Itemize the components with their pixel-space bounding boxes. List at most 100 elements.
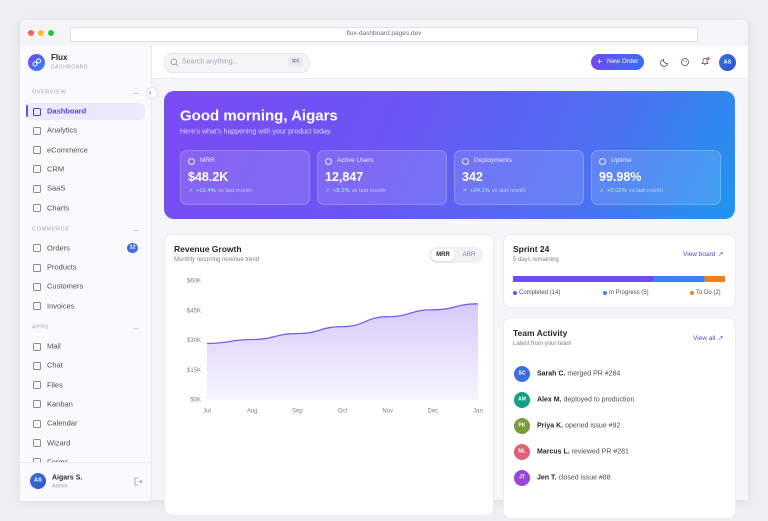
logout-icon[interactable] [134, 477, 143, 486]
brand-sub: DASHBOARD [51, 64, 89, 70]
nav-section-title: COMMERCE [32, 226, 70, 233]
new-order-button[interactable] [591, 54, 644, 70]
topbar-avatar-initials: AS [723, 58, 732, 65]
stat-arrow: ↗ [462, 187, 467, 194]
legend-dot [603, 291, 607, 295]
nav-item-label[interactable]: Files [47, 379, 63, 389]
activity-avatar [514, 392, 530, 408]
nav-item-label[interactable]: Charts [47, 202, 70, 212]
nav-item-hit[interactable] [26, 338, 145, 355]
nav-item-hit[interactable] [26, 357, 145, 374]
palette-button[interactable] [680, 57, 690, 67]
nav-item-hit[interactable] [26, 259, 145, 276]
legend-dot [690, 291, 694, 295]
window-minimize[interactable] [38, 30, 44, 36]
nav-item-label[interactable]: Customers [47, 281, 84, 291]
nav-item-label[interactable]: eCommerce [47, 144, 88, 154]
activity-initials: AM [518, 396, 526, 403]
window-close[interactable] [28, 30, 34, 36]
nav-item-label[interactable]: Wizard [47, 437, 71, 447]
nav-item-label[interactable]: Calendar [47, 418, 78, 428]
stat-period: vs last month [351, 187, 386, 194]
y-tick-label: $30K [187, 338, 201, 344]
nav-item-label[interactable]: Invoices [47, 300, 75, 310]
activity-avatar [514, 418, 530, 434]
hero-subtitle: Here's what's happening with your produc… [180, 128, 332, 135]
search-box[interactable] [164, 53, 310, 73]
notifications-button[interactable] [700, 56, 711, 67]
y-tick-label: $60K [187, 279, 201, 285]
topbar-avatar[interactable] [719, 54, 736, 71]
activity-initials: SC [518, 370, 526, 377]
theme-toggle[interactable] [660, 57, 670, 67]
legend-label: To Do (2) [696, 290, 721, 296]
nav-item-label[interactable]: Analytics [47, 125, 78, 135]
nav-icon [33, 263, 41, 272]
stat-value: 99.98% [599, 169, 642, 184]
nav-item-label[interactable]: Forms [47, 457, 69, 462]
url-text: flux-dashboard.pages.dev [346, 29, 422, 37]
sprint-title: Sprint 24 [513, 243, 550, 254]
view-all-link[interactable]: View all [693, 334, 716, 342]
url-bar[interactable] [70, 27, 698, 42]
view-board-link[interactable]: View board [683, 250, 716, 258]
user-panel [20, 462, 151, 501]
nav-item-hit[interactable] [26, 160, 145, 177]
nav-item-label[interactable]: SaaS [47, 183, 66, 193]
nav-item-label[interactable]: CRM [47, 164, 65, 174]
stat-change: +24.1% [470, 187, 490, 194]
collapse-button[interactable] [146, 87, 158, 99]
sidebar [20, 46, 152, 500]
toggle-option[interactable]: MRR [436, 252, 450, 258]
sidebar-nav: OVERVIEW Dashboard Analytics eCommerce CRM Sa… [20, 80, 151, 462]
toggle-option[interactable]: ARR [462, 252, 476, 258]
activity-action: opened issue #92 [565, 422, 621, 430]
nav-item-hit[interactable] [26, 453, 145, 462]
nav-item-hit[interactable] [26, 434, 145, 451]
nav-icon [33, 107, 41, 116]
nav-item-hit[interactable] [26, 122, 145, 139]
stat-arrow: ↗ [599, 187, 604, 194]
progress-segment [654, 276, 705, 282]
nav-item-label[interactable]: Dashboard [47, 106, 87, 116]
legend-label: In Progress (5) [609, 290, 649, 296]
revenue-chart: $0K $15K $30K $45K $60K Jul Aug Sep Oct Nov Dec Jan [187, 279, 483, 415]
stat-change: +0.02% [607, 187, 627, 194]
window-maximize[interactable] [48, 30, 54, 36]
nav-item-label[interactable]: Mail [47, 341, 61, 351]
nav-icon [33, 282, 41, 291]
nav-item-hit[interactable] [26, 278, 145, 295]
nav-item-hit[interactable] [26, 376, 145, 393]
nav-item-label[interactable]: Products [47, 262, 77, 272]
y-tick-label: $15K [187, 368, 201, 374]
nav-item-label[interactable]: Kanban [47, 399, 73, 409]
stat-change: +12.4% [196, 187, 216, 194]
activity-name: Jen T. [537, 474, 557, 482]
nav-section-line [133, 328, 139, 329]
activity-avatar [514, 470, 530, 486]
new-order-label: New Order [607, 57, 639, 65]
activity-initials: JT [519, 474, 525, 481]
user-initials: AS [34, 477, 42, 484]
activity-avatar [514, 444, 530, 460]
stat-card [454, 150, 584, 205]
nav-item-label[interactable]: Chat [47, 360, 63, 370]
nav-item-hit[interactable] [26, 180, 145, 197]
nav-item-label[interactable]: Orders [47, 243, 70, 253]
nav-item-hit[interactable] [26, 297, 145, 314]
x-tick-label: Jul [203, 409, 211, 415]
nav-item-hit[interactable] [26, 199, 145, 216]
user-avatar[interactable] [30, 473, 46, 489]
stat-icon [599, 158, 606, 165]
collapse-icon: ‹ [149, 87, 152, 97]
x-tick-label: Oct [338, 409, 348, 415]
nav-item-active-bg [26, 102, 145, 120]
nav-icon [33, 184, 41, 193]
stat-icon [188, 158, 195, 165]
nav-section-title: OVERVIEW [32, 89, 67, 96]
nav-item-hit[interactable] [26, 415, 145, 432]
nav-item-hit[interactable] [26, 395, 145, 412]
